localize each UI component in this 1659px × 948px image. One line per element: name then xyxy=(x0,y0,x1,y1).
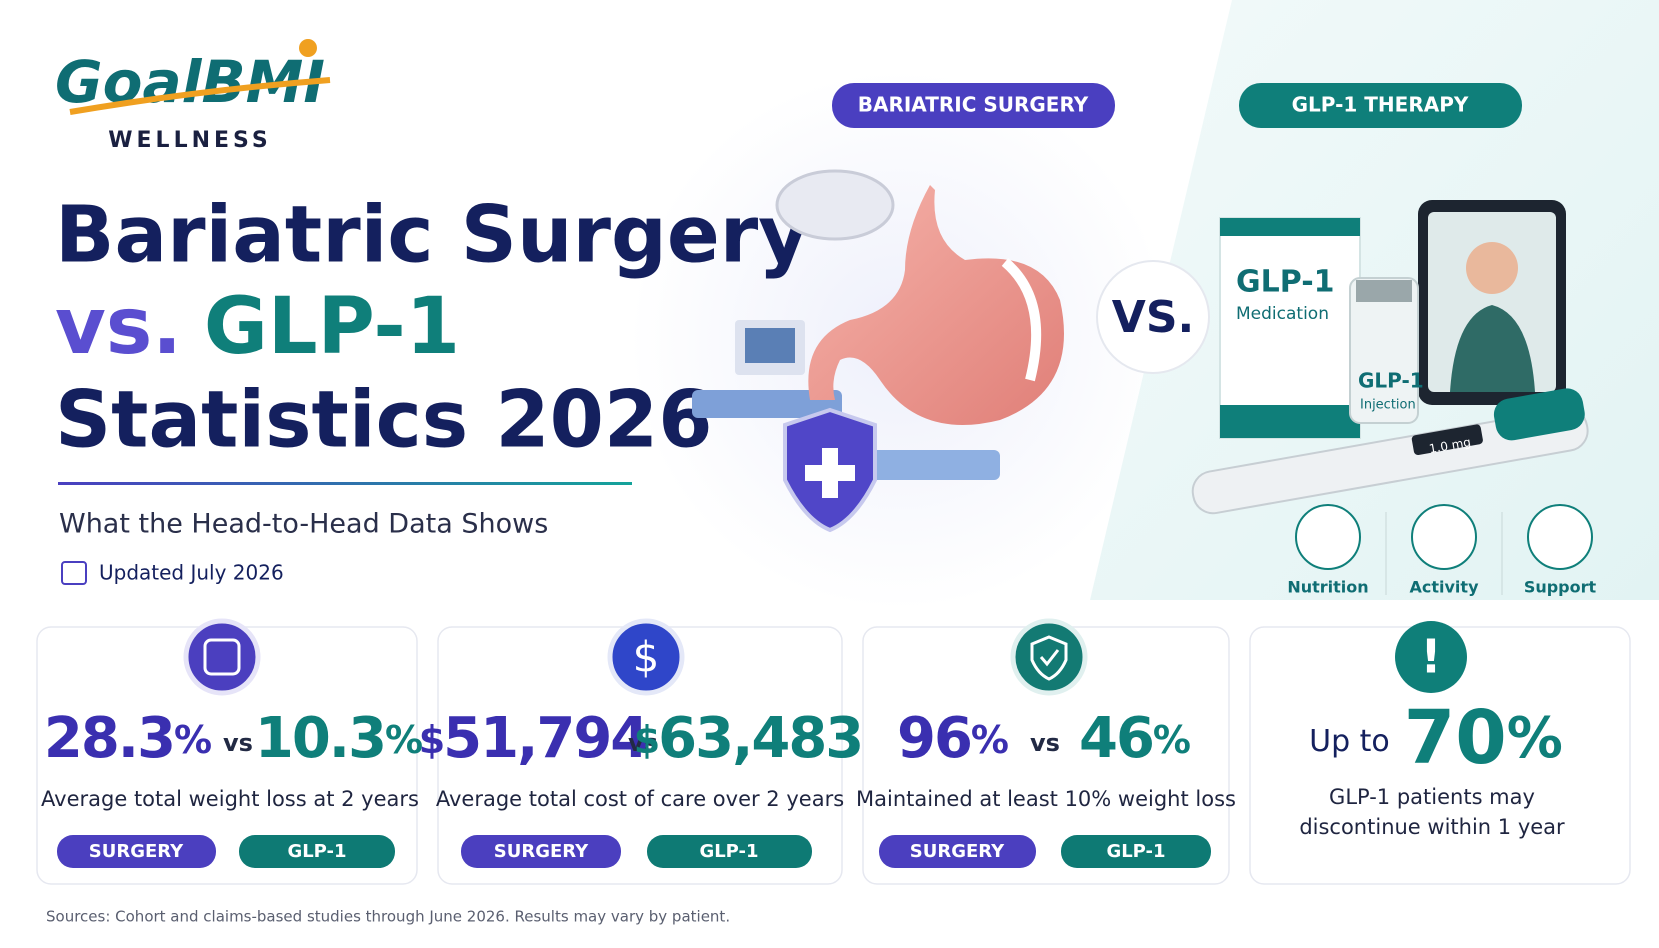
glp-stat: 46% xyxy=(1079,706,1190,771)
support-icon xyxy=(1527,504,1593,570)
logo-dot xyxy=(299,39,317,57)
glp-stat: $63,483 xyxy=(634,706,863,771)
surgery-illustration xyxy=(692,169,1064,533)
vs-circle xyxy=(1096,260,1210,374)
vs-word: vs xyxy=(628,729,658,757)
dollar-icon xyxy=(607,618,685,696)
surgery-pill xyxy=(57,835,216,868)
stat-unit: % xyxy=(385,718,422,762)
scale-icon-glyph xyxy=(203,638,241,676)
vs-word: vs xyxy=(223,729,253,757)
highlight-value: 70 xyxy=(1404,695,1507,781)
stat-value: 63,483 xyxy=(658,706,862,771)
badge xyxy=(832,83,1115,128)
surgery-pill xyxy=(879,835,1036,868)
shield-icon xyxy=(1010,618,1088,696)
highlight-stat: Up to 70% xyxy=(1309,695,1563,781)
highlight-unit: % xyxy=(1507,706,1563,771)
stat-value: 28.3 xyxy=(44,706,174,771)
box-subtitle: Medication xyxy=(1236,304,1329,324)
stat-unit: % xyxy=(971,718,1008,762)
shield-glyph xyxy=(1030,635,1068,681)
title-line: vs. GLP-1 xyxy=(55,282,460,372)
glp-pill xyxy=(1061,835,1211,868)
stat-prefix: $ xyxy=(419,718,443,762)
badge-label: BARIATRIC SURGERY xyxy=(858,93,1089,117)
stat-unit: % xyxy=(174,718,211,762)
glp-stat: 10.3% xyxy=(255,706,422,771)
stat-value: 51,794 xyxy=(443,706,647,771)
vial-title: GLP-1 xyxy=(1358,369,1424,393)
stat-value: 10.3 xyxy=(255,706,385,771)
nutrition-icon xyxy=(1295,504,1361,570)
stat-caption: Average total weight loss at 2 years xyxy=(41,787,419,811)
alert-icon xyxy=(1395,621,1467,693)
badge-label: GLP-1 THERAPY xyxy=(1292,93,1469,117)
highlight-caption: discontinue within 1 year xyxy=(1299,815,1565,839)
glp-illustration xyxy=(1191,200,1589,515)
surgery-pill xyxy=(461,835,621,868)
title-line: Bariatric Surgery xyxy=(55,190,809,280)
stat-value: 46 xyxy=(1079,706,1153,771)
pill-label: SURGERY xyxy=(494,841,589,862)
title-line: Statistics 2026 xyxy=(55,375,712,465)
scale-icon xyxy=(183,618,261,696)
stat-caption: Maintained at least 10% weight loss xyxy=(856,787,1236,811)
support-label: Nutrition xyxy=(1287,578,1368,597)
glp-pill xyxy=(647,835,812,868)
vs-word: vs xyxy=(1030,729,1060,757)
title-vs: vs. xyxy=(55,282,182,372)
stat-unit: % xyxy=(1153,718,1190,762)
surgery-stat: 96% xyxy=(897,706,1008,771)
updated: Updated July 2026 xyxy=(99,561,284,585)
pill-label: GLP-1 xyxy=(699,841,758,862)
highlight-caption: GLP-1 patients may xyxy=(1329,785,1535,809)
calendar-icon xyxy=(61,561,87,585)
dollar-glyph: $ xyxy=(633,633,660,682)
vs-label: VS. xyxy=(1112,292,1194,343)
stat-caption: Average total cost of care over 2 years xyxy=(436,787,844,811)
subtitle: What the Head-to-Head Data Shows xyxy=(59,509,548,540)
badge xyxy=(1239,83,1522,128)
highlight-prefix: Up to xyxy=(1309,724,1390,759)
title-glp: GLP-1 xyxy=(204,282,460,372)
support-label: Activity xyxy=(1410,578,1480,597)
stat-value: 96 xyxy=(897,706,971,771)
support-label: Support xyxy=(1524,578,1597,597)
glp-pill xyxy=(239,835,395,868)
logo-tagline: WELLNESS xyxy=(108,128,271,153)
pill-label: SURGERY xyxy=(89,841,184,862)
pill-label: GLP-1 xyxy=(287,841,346,862)
logo-swoosh xyxy=(69,77,331,115)
pill-label: SURGERY xyxy=(910,841,1005,862)
pill-label: GLP-1 xyxy=(1106,841,1165,862)
vial-subtitle: Injection xyxy=(1360,398,1416,413)
stat-prefix: $ xyxy=(634,718,658,762)
activity-icon xyxy=(1411,504,1477,570)
sources: Sources: Cohort and claims-based studies… xyxy=(46,908,730,926)
alert-glyph: ! xyxy=(1421,630,1442,684)
title-underline xyxy=(58,482,632,485)
box-title: GLP-1 xyxy=(1236,265,1335,300)
surgery-stat: $51,794 xyxy=(419,706,648,771)
surgery-stat: 28.3% xyxy=(44,706,211,771)
